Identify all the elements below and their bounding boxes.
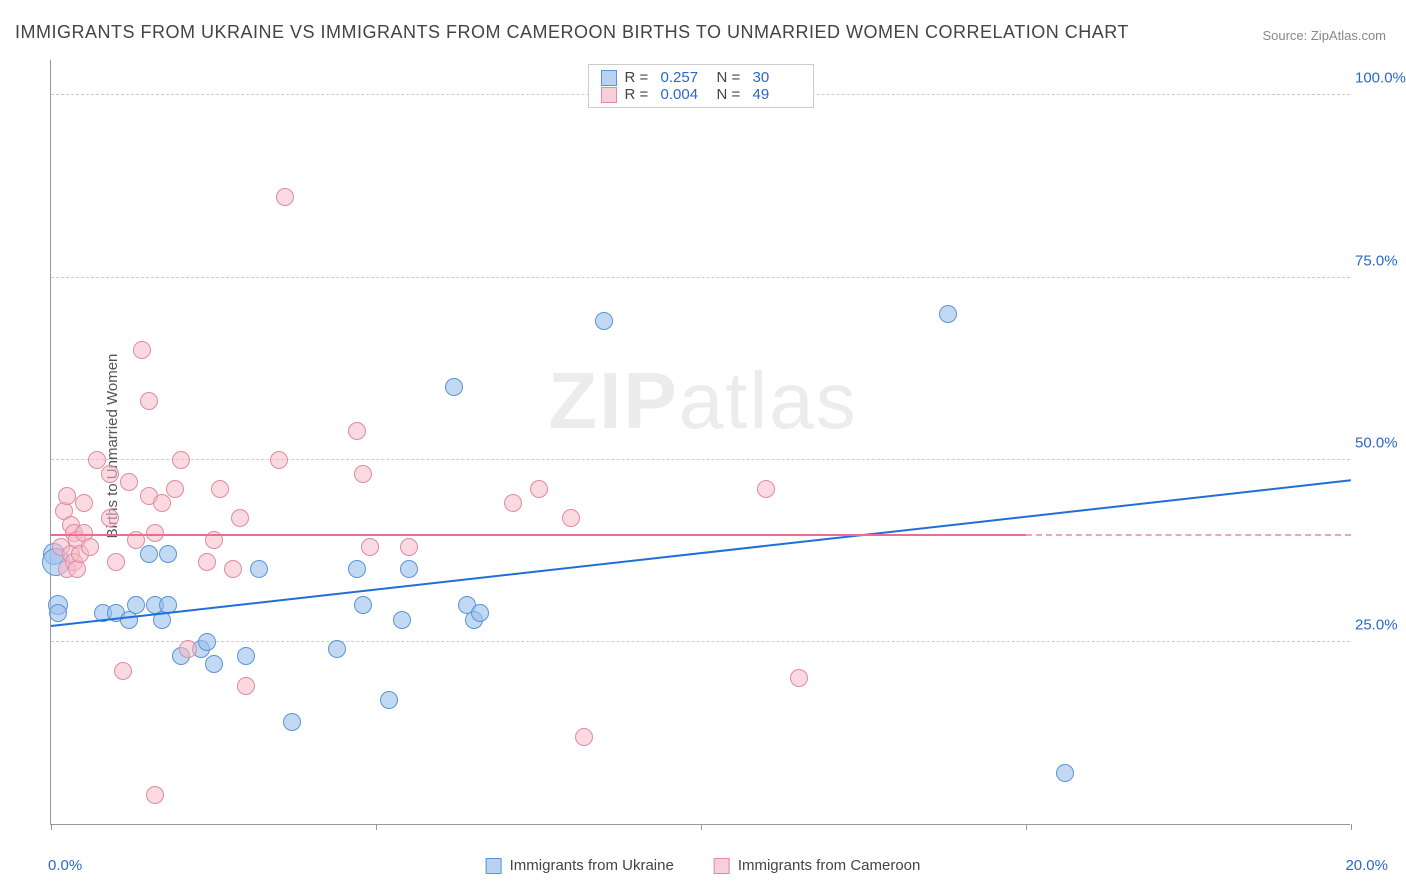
data-point: [179, 640, 197, 658]
data-point: [400, 560, 418, 578]
xtick-20: 20.0%: [1345, 857, 1388, 874]
xtick: [701, 824, 702, 830]
data-point: [471, 604, 489, 622]
ytick-label: 75.0%: [1355, 252, 1405, 269]
n-value: 49: [753, 86, 801, 103]
legend-cameroon-label: Immigrants from Cameroon: [738, 857, 921, 874]
xtick: [376, 824, 377, 830]
legend-item-ukraine: Immigrants from Ukraine: [486, 857, 674, 874]
data-point: [595, 312, 613, 330]
xtick: [1026, 824, 1027, 830]
n-value: 30: [753, 69, 801, 86]
gridline: [51, 277, 1350, 278]
data-point: [146, 786, 164, 804]
data-point: [75, 494, 93, 512]
plot-area: 25.0%50.0%75.0%100.0%R =0.257N =30R =0.0…: [50, 60, 1350, 825]
swatch-pink-icon: [714, 858, 730, 874]
r-label: R =: [625, 69, 653, 86]
data-point: [445, 378, 463, 396]
data-point: [159, 545, 177, 563]
swatch-blue-icon: [601, 70, 617, 86]
data-point: [81, 538, 99, 556]
ytick-label: 100.0%: [1355, 70, 1405, 87]
data-point: [361, 538, 379, 556]
data-point: [348, 422, 366, 440]
data-point: [790, 669, 808, 687]
data-point: [237, 677, 255, 695]
data-point: [224, 560, 242, 578]
data-point: [354, 465, 372, 483]
regression-line: [1026, 534, 1351, 536]
stats-legend: R = 0.257 N = 30 R = 0.004 N = 49: [588, 64, 814, 108]
data-point: [400, 538, 418, 556]
stats-row: R = 0.257 N = 30: [601, 69, 801, 86]
data-point: [270, 451, 288, 469]
data-point: [757, 480, 775, 498]
data-point: [146, 524, 164, 542]
regression-line: [51, 534, 1026, 536]
data-point: [101, 465, 119, 483]
regression-line: [51, 480, 1351, 628]
data-point: [237, 647, 255, 665]
data-point: [88, 451, 106, 469]
data-point: [140, 545, 158, 563]
data-point: [120, 473, 138, 491]
data-point: [380, 691, 398, 709]
n-label: N =: [717, 69, 745, 86]
x-axis-legend: Immigrants from Ukraine Immigrants from …: [486, 857, 921, 874]
xtick-0: 0.0%: [48, 857, 82, 874]
n-label: N =: [717, 86, 745, 103]
legend-item-cameroon: Immigrants from Cameroon: [714, 857, 921, 874]
data-point: [328, 640, 346, 658]
data-point: [283, 713, 301, 731]
data-point: [276, 188, 294, 206]
data-point: [198, 633, 216, 651]
data-point: [530, 480, 548, 498]
gridline: [51, 459, 1350, 460]
chart-title: IMMIGRANTS FROM UKRAINE VS IMMIGRANTS FR…: [15, 22, 1129, 43]
data-point: [140, 392, 158, 410]
ytick-label: 50.0%: [1355, 434, 1405, 451]
data-point: [107, 553, 125, 571]
data-point: [575, 728, 593, 746]
stats-row: R = 0.004 N = 49: [601, 86, 801, 103]
data-point: [49, 604, 67, 622]
data-point: [211, 480, 229, 498]
source-label: Source: ZipAtlas.com: [1262, 28, 1386, 43]
gridline: [51, 641, 1350, 642]
data-point: [939, 305, 957, 323]
data-point: [562, 509, 580, 527]
data-point: [504, 494, 522, 512]
data-point: [250, 560, 268, 578]
data-point: [114, 662, 132, 680]
data-point: [198, 553, 216, 571]
data-point: [348, 560, 366, 578]
data-point: [1056, 764, 1074, 782]
data-point: [166, 480, 184, 498]
data-point: [127, 596, 145, 614]
data-point: [153, 494, 171, 512]
r-value: 0.257: [661, 69, 709, 86]
swatch-pink-icon: [601, 87, 617, 103]
legend-ukraine-label: Immigrants from Ukraine: [510, 857, 674, 874]
data-point: [231, 509, 249, 527]
data-point: [133, 341, 151, 359]
xtick: [1351, 824, 1352, 830]
data-point: [354, 596, 372, 614]
ytick-label: 25.0%: [1355, 616, 1405, 633]
xtick: [51, 824, 52, 830]
data-point: [393, 611, 411, 629]
swatch-blue-icon: [486, 858, 502, 874]
r-value: 0.004: [661, 86, 709, 103]
data-point: [205, 655, 223, 673]
r-label: R =: [625, 86, 653, 103]
data-point: [101, 509, 119, 527]
data-point: [172, 451, 190, 469]
